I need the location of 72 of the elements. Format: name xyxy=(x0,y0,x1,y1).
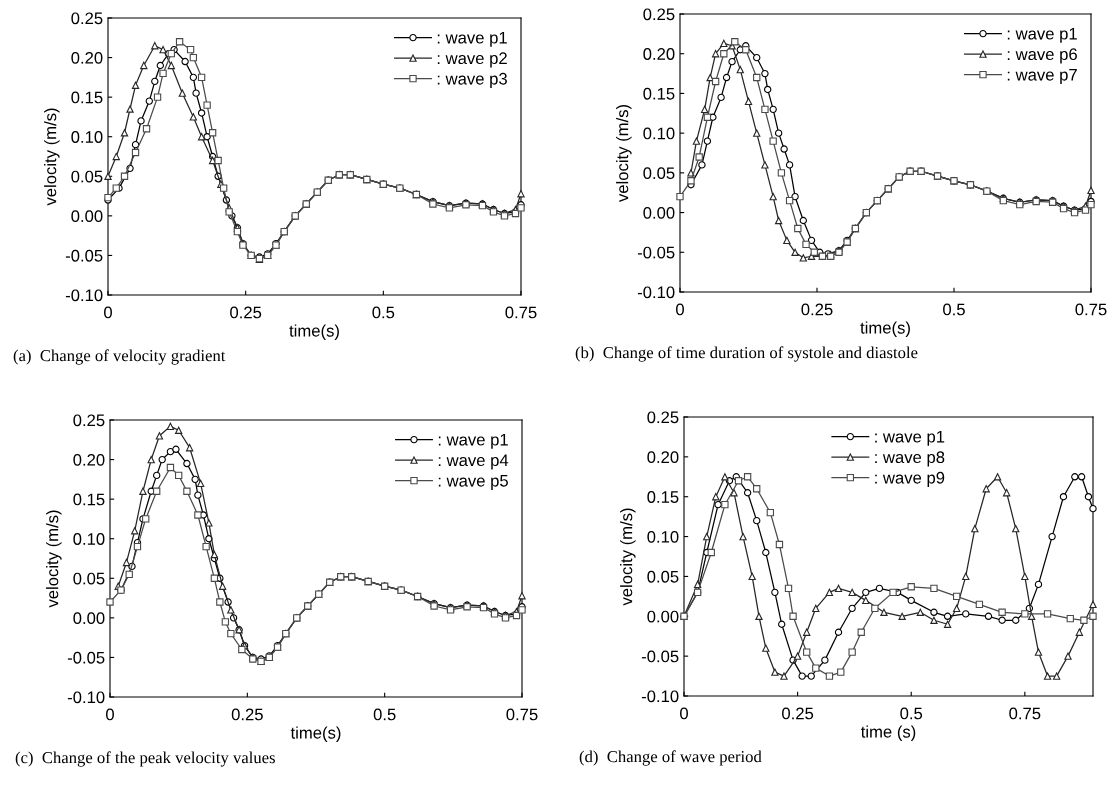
y-tick-label: 0.00 xyxy=(73,612,105,625)
y-tick-label: 0.15 xyxy=(73,493,105,506)
y-tick-label: 0.20 xyxy=(73,453,105,466)
y-tick-label: 0.10 xyxy=(647,530,679,543)
x-tick-label: 0.5 xyxy=(373,708,396,721)
y-tick-label: 0.10 xyxy=(71,131,103,143)
y-axis-title: velocity (m/s) xyxy=(44,108,60,206)
y-tick-label: -0.10 xyxy=(641,690,679,703)
y-tick-label: -0.05 xyxy=(65,249,103,262)
x-tick-label: 0 xyxy=(680,707,688,720)
legend-label: : wave p1 xyxy=(1007,27,1077,43)
x-tick-label: 0.75 xyxy=(506,708,538,721)
y-tick-label: -0.05 xyxy=(637,246,675,259)
x-tick-label: 0.25 xyxy=(782,707,814,720)
y-tick-label: 0.05 xyxy=(643,167,675,180)
x-tick-label: 0 xyxy=(676,303,684,316)
y-tick-label: 0.15 xyxy=(643,87,675,100)
x-tick-label: 0.25 xyxy=(231,708,263,721)
x-tick-label: 0.25 xyxy=(230,306,262,319)
legend-label: : wave p9 xyxy=(875,471,945,487)
y-tick-label: -0.10 xyxy=(67,691,105,704)
legend-label: : wave p6 xyxy=(1007,48,1077,64)
y-tick-label: 0.25 xyxy=(71,12,103,25)
y-axis-title: velocity (m/s) xyxy=(620,508,636,606)
text: (c) Change of the peak velocity values xyxy=(15,751,275,767)
y-tick-label: 0.15 xyxy=(647,491,679,503)
y-tick-label: 0.20 xyxy=(647,451,679,464)
y-tick-label: 0.05 xyxy=(73,572,105,585)
y-tick-label: -0.05 xyxy=(641,650,679,663)
x-tick-label: 0.75 xyxy=(1075,303,1107,316)
x-tick-label: 0.5 xyxy=(943,303,965,316)
text: (d) Change of wave period xyxy=(579,750,762,766)
y-tick-label: 0.25 xyxy=(643,8,675,21)
y-tick-label: 0.20 xyxy=(643,48,675,60)
y-tick-label: 0.00 xyxy=(643,206,675,219)
x-tick-label: 0 xyxy=(106,708,114,721)
legend-label: : wave p4 xyxy=(438,454,509,470)
legend-label: : wave p1 xyxy=(438,433,508,449)
x-axis-title: time(s) xyxy=(289,324,339,340)
legend-label: : wave p1 xyxy=(875,430,945,446)
legend-label: : wave p3 xyxy=(437,72,507,88)
y-tick-label: 0.00 xyxy=(647,610,679,623)
x-tick-label: 0.75 xyxy=(505,306,537,319)
text: (a) Change of velocity gradient xyxy=(13,349,226,365)
y-tick-label: 0.05 xyxy=(647,570,679,583)
y-tick-label: 0.10 xyxy=(73,533,105,545)
x-tick-label: 0.5 xyxy=(900,707,923,720)
x-tick-label: 0.25 xyxy=(801,303,833,316)
legend-label: : wave p2 xyxy=(437,52,507,68)
y-tick-label: 0.00 xyxy=(71,210,103,223)
x-tick-label: 0 xyxy=(104,306,112,319)
legend-label: : wave p5 xyxy=(438,475,508,490)
y-tick-label: 0.15 xyxy=(71,91,103,104)
y-tick-label: 0.10 xyxy=(643,127,675,140)
legend-label: : wave p7 xyxy=(1007,69,1077,84)
y-tick-label: -0.05 xyxy=(67,651,105,664)
y-tick-label: -0.10 xyxy=(637,286,675,299)
y-axis-title: velocity (m/s) xyxy=(46,510,62,608)
y-tick-label: 0.20 xyxy=(71,51,103,64)
x-axis-title: time(s) xyxy=(290,726,341,742)
legend-label: : wave p8 xyxy=(875,451,945,467)
y-tick-label: 0.25 xyxy=(73,414,105,427)
y-tick-label: -0.10 xyxy=(65,289,103,302)
x-tick-label: 0.75 xyxy=(1009,707,1041,720)
y-tick-label: 0.25 xyxy=(647,411,679,424)
x-axis-title: time(s) xyxy=(860,321,910,337)
text: (b) Change of time duration of systole and diastole xyxy=(575,346,918,362)
x-tick-label: 0.5 xyxy=(372,306,395,319)
x-axis-title: time (s) xyxy=(860,725,916,741)
legend-label: : wave p1 xyxy=(437,31,507,47)
y-tick-label: 0.05 xyxy=(71,170,103,183)
y-axis-title: velocity (m/s) xyxy=(616,104,632,203)
